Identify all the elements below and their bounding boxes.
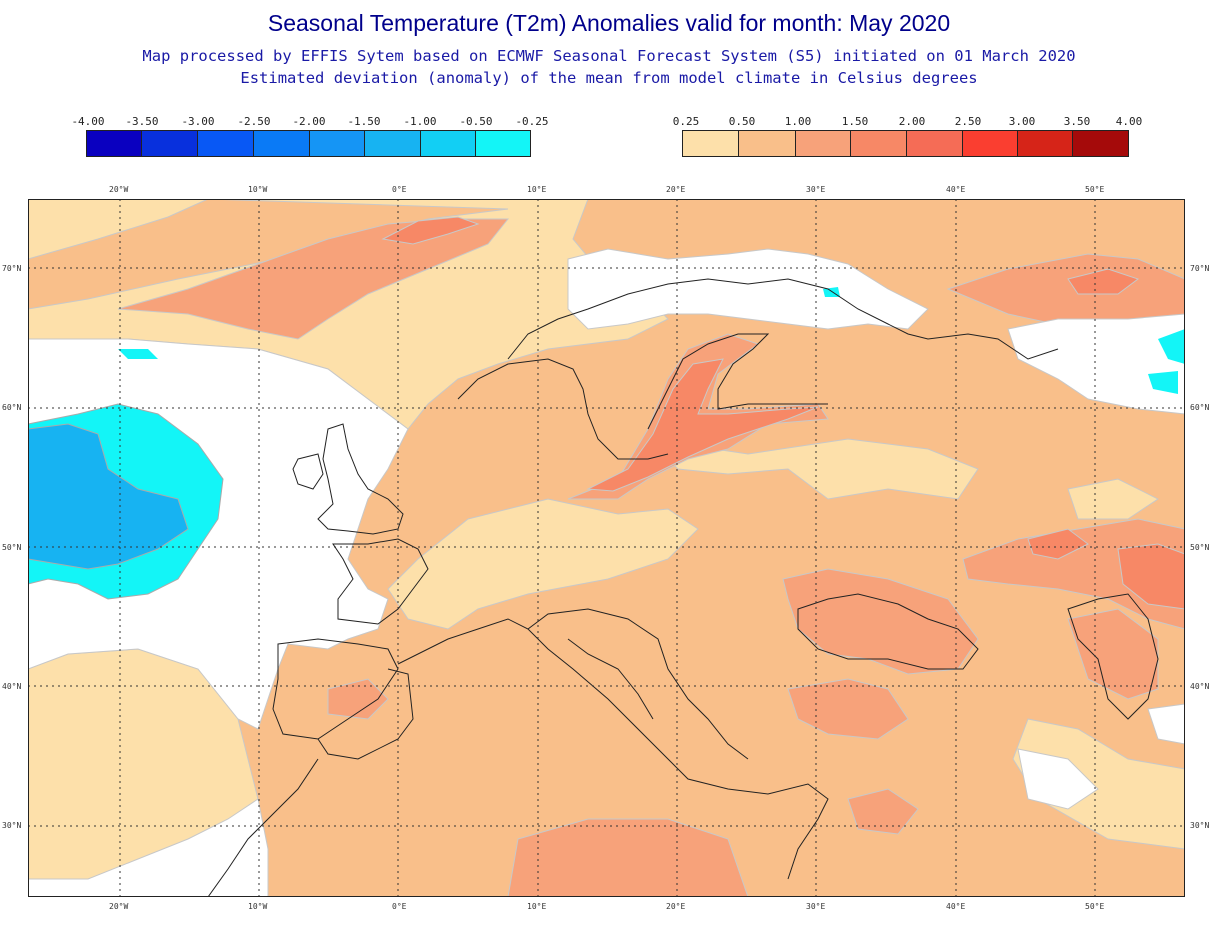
legend-swatch — [906, 130, 963, 157]
anomaly-zone-neg-small — [1158, 329, 1185, 364]
anomaly-zone-neg-small — [118, 349, 158, 359]
legend-swatch — [420, 130, 476, 157]
lon-label: 40°E — [946, 185, 966, 194]
lat-label: 30°N — [1190, 821, 1210, 830]
anomaly-map[interactable] — [28, 199, 1185, 897]
map-title: Seasonal Temperature (T2m) Anomalies val… — [267, 10, 951, 36]
lon-label: 0°E — [392, 902, 407, 911]
lon-label: 20°E — [666, 185, 686, 194]
legend-pos-label: 3.50 — [1063, 115, 1091, 128]
lat-label: 40°N — [1190, 682, 1210, 691]
legend-neg-label: -1.00 — [403, 115, 437, 128]
lat-label: 40°N — [2, 682, 22, 691]
legend-swatch — [962, 130, 1018, 157]
map-frame — [28, 199, 1185, 897]
legend-neg-label: -3.50 — [125, 115, 159, 128]
graticule — [28, 199, 1185, 897]
lon-label: 20°W — [109, 902, 129, 911]
legend-swatch — [1072, 130, 1129, 157]
lat-label: 70°N — [1190, 264, 1210, 273]
legend-swatch — [197, 130, 254, 157]
lon-label: 20°E — [666, 902, 686, 911]
legend-pos-label: 1.50 — [841, 115, 869, 128]
lat-label: 70°N — [2, 264, 22, 273]
legend-neg-label: -0.50 — [459, 115, 493, 128]
lat-label: 50°N — [2, 543, 22, 552]
legend-neg-label: -1.50 — [347, 115, 381, 128]
legend-swatch — [682, 130, 739, 157]
lon-label: 50°E — [1085, 902, 1105, 911]
legend-pos-label: 0.25 — [672, 115, 700, 128]
lon-label: 50°E — [1085, 185, 1105, 194]
lat-label: 60°N — [2, 403, 22, 412]
map-subtitle-units: Estimated deviation (anomaly) of the mea… — [240, 69, 978, 87]
legend-pos-label: 1.00 — [784, 115, 812, 128]
legend-pos-label: 2.00 — [898, 115, 926, 128]
legend-pos-label: 4.00 — [1115, 115, 1143, 128]
map-subtitle-source: Map processed by EFFIS Sytem based on EC… — [142, 47, 1076, 65]
legend-swatch — [309, 130, 365, 157]
legend-pos-label: 0.50 — [728, 115, 756, 128]
anomaly-zone-neg-150-100 — [28, 423, 189, 570]
legend-swatch — [86, 130, 142, 157]
anomaly-zone-025-050 — [28, 199, 1185, 897]
legend-neg-label: -4.00 — [71, 115, 105, 128]
legend-pos-label: 2.50 — [954, 115, 982, 128]
legend-swatch — [141, 130, 198, 157]
lat-label: 60°N — [1190, 403, 1210, 412]
legend-neg-label: -3.00 — [181, 115, 215, 128]
lon-label: 30°E — [806, 902, 826, 911]
anomaly-zone-neg-small — [1148, 371, 1178, 394]
legend-swatch — [795, 130, 851, 157]
lon-label: 10°E — [527, 185, 547, 194]
cold-anomaly-atlantic — [28, 287, 1185, 600]
lat-label: 50°N — [1190, 543, 1210, 552]
coastlines — [207, 278, 1159, 897]
legend-swatch — [364, 130, 421, 157]
legend-pos-label: 3.00 — [1008, 115, 1036, 128]
legend-swatch — [475, 130, 531, 157]
lon-label: 20°W — [109, 185, 129, 194]
legend-swatch — [1017, 130, 1073, 157]
lon-label: 30°E — [806, 185, 826, 194]
legend-neg-label: -2.00 — [292, 115, 326, 128]
lon-label: 10°E — [527, 902, 547, 911]
lon-label: 10°W — [248, 902, 268, 911]
lat-label: 30°N — [2, 821, 22, 830]
legend-swatch — [738, 130, 796, 157]
lon-label: 40°E — [946, 902, 966, 911]
legend-swatch — [253, 130, 310, 157]
legend-swatch — [850, 130, 907, 157]
anomaly-zone-150-200 — [381, 216, 1185, 610]
legend-neg-label: -2.50 — [237, 115, 271, 128]
legend-neg-label: -0.25 — [515, 115, 549, 128]
lon-label: 10°W — [248, 185, 268, 194]
lon-label: 0°E — [392, 185, 407, 194]
